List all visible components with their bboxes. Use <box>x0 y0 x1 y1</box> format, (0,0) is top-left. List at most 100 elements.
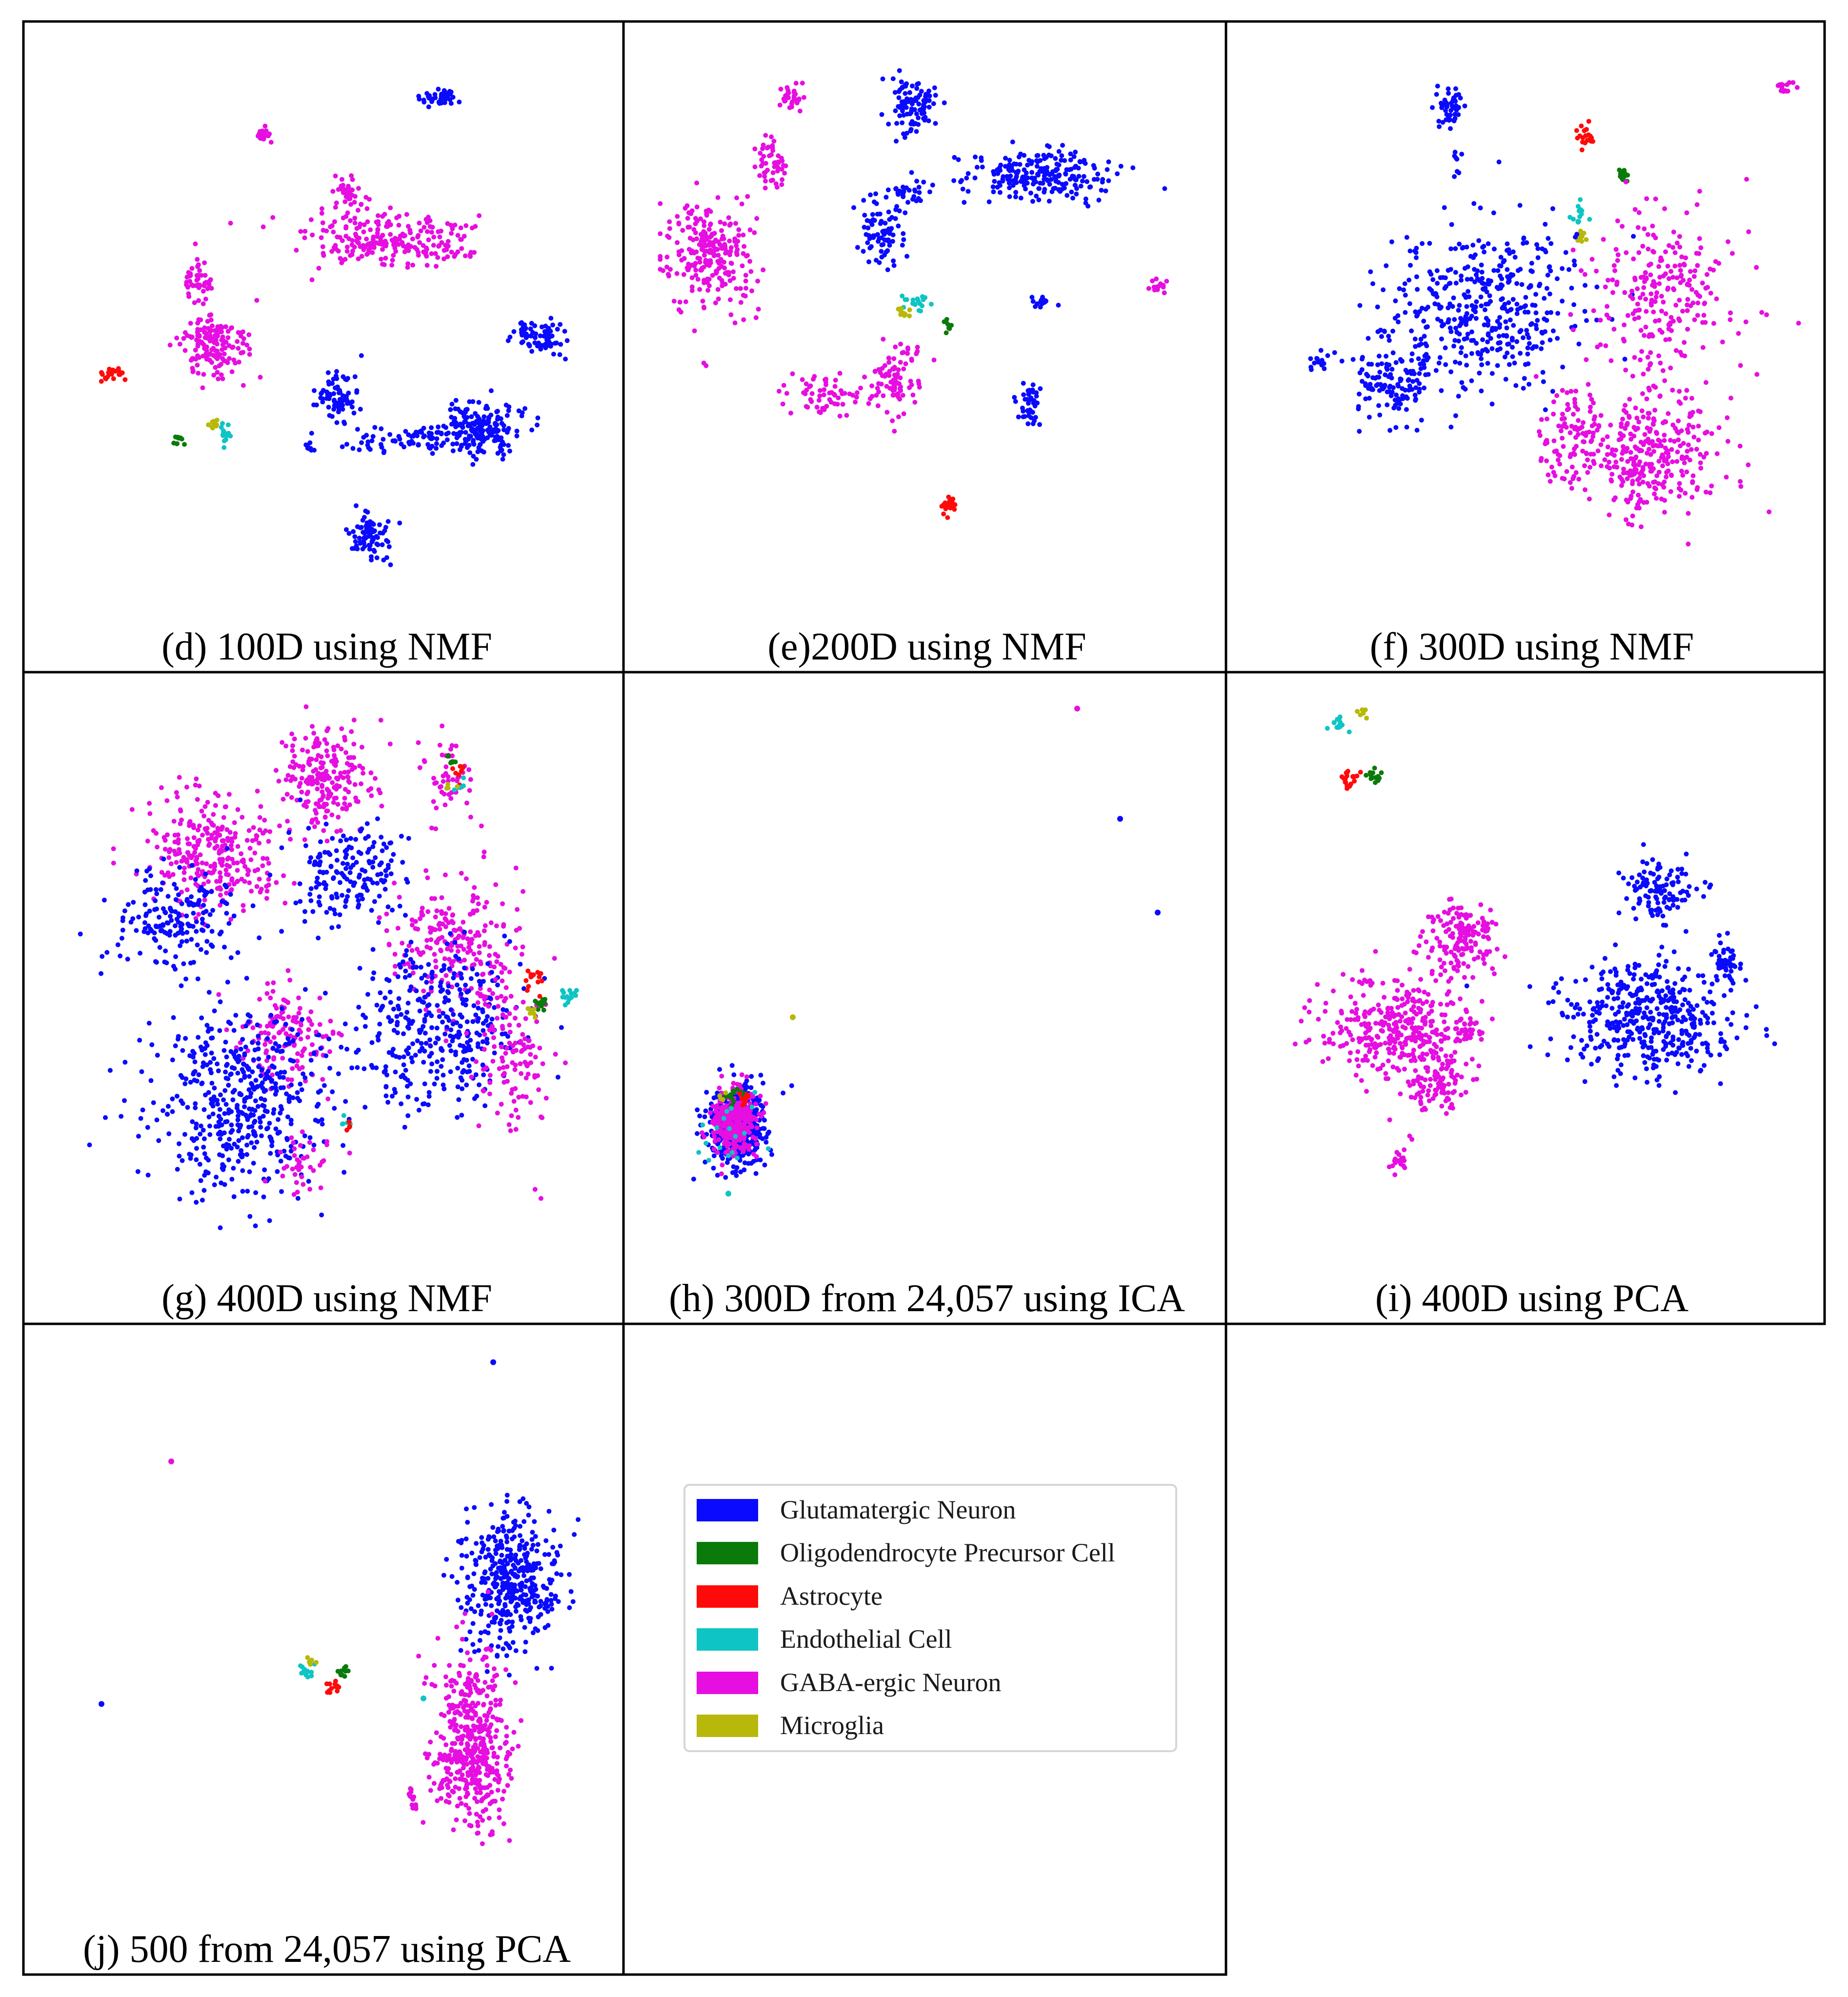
point-glut <box>1016 168 1021 174</box>
point-gaba <box>430 926 435 931</box>
point-glut <box>471 438 476 443</box>
point-gaba <box>1628 468 1633 474</box>
point-glut <box>1007 168 1012 173</box>
point-gaba <box>793 80 799 86</box>
point-gaba <box>324 228 329 234</box>
cluster-glut <box>343 503 402 567</box>
point-gaba <box>1651 383 1656 389</box>
point-gaba <box>759 157 764 162</box>
point-gaba <box>1714 451 1720 457</box>
point-gaba <box>481 854 486 859</box>
point-gaba <box>1581 420 1586 425</box>
point-gaba <box>333 205 338 210</box>
point-glut <box>365 442 370 448</box>
point-glut <box>1413 398 1418 403</box>
point-gaba <box>686 210 692 216</box>
point-gaba <box>869 383 875 389</box>
point-glut <box>228 892 233 897</box>
point-gaba <box>1649 461 1654 467</box>
point-gaba <box>300 767 305 773</box>
point-endo <box>222 431 228 436</box>
point-glut <box>464 1082 469 1088</box>
cluster-glut <box>1430 83 1467 131</box>
panel-e: (e)200D using NMF <box>658 68 1169 668</box>
point-gaba <box>264 856 270 861</box>
point-gaba <box>912 399 918 405</box>
point-glut <box>1459 380 1465 385</box>
point-glut <box>1406 278 1412 283</box>
point-glut <box>174 886 179 891</box>
point-glut <box>1560 266 1565 271</box>
point-glut <box>406 1025 411 1031</box>
point-glut <box>357 536 362 541</box>
point-glut <box>414 1097 419 1102</box>
point-glut <box>344 1046 350 1052</box>
point-glut <box>391 1006 396 1012</box>
point-glut <box>559 1025 564 1030</box>
point-gaba <box>1736 331 1741 336</box>
point-gaba <box>872 369 878 374</box>
point-glut <box>1410 369 1416 374</box>
point-gaba <box>207 329 213 334</box>
point-gaba <box>915 344 920 350</box>
point-gaba <box>886 373 892 378</box>
point-glut <box>470 429 475 434</box>
point-glut <box>1532 303 1538 308</box>
point-opc <box>448 759 454 765</box>
point-gaba <box>392 952 398 957</box>
point-glut <box>931 101 936 106</box>
point-gaba <box>404 212 409 217</box>
point-glut <box>1510 354 1515 359</box>
point-glut <box>1030 421 1036 426</box>
point-gaba <box>458 237 463 242</box>
point-glut <box>356 904 361 910</box>
point-glut <box>201 902 206 908</box>
point-gaba <box>780 177 785 182</box>
point-gaba <box>1650 249 1656 254</box>
point-gaba <box>695 277 701 282</box>
point-gaba <box>194 278 200 283</box>
point-glut <box>1085 179 1089 184</box>
point-glut <box>1016 414 1021 419</box>
point-opc <box>182 442 187 447</box>
point-gaba <box>366 788 371 793</box>
point-glut <box>381 437 386 442</box>
point-glut <box>362 882 367 887</box>
point-glut <box>1512 255 1518 260</box>
point-gaba <box>294 248 299 253</box>
point-glut <box>224 846 230 851</box>
point-gaba <box>747 259 752 264</box>
point-gaba <box>658 201 663 206</box>
point-glut <box>422 433 427 439</box>
point-gaba <box>201 813 207 819</box>
point-glut <box>308 855 313 860</box>
point-glut <box>424 979 429 985</box>
point-glut <box>872 218 877 223</box>
point-glut <box>457 987 462 992</box>
point-gaba <box>1645 232 1650 237</box>
point-astro <box>952 507 957 512</box>
point-astro <box>1579 147 1585 153</box>
point-gaba <box>1638 357 1643 362</box>
point-gaba <box>1764 312 1769 318</box>
point-glut <box>1357 429 1362 434</box>
point-gaba <box>693 273 699 278</box>
point-gaba <box>1654 431 1660 436</box>
point-glut <box>235 950 241 955</box>
point-glut <box>334 369 339 374</box>
point-gaba <box>302 235 307 240</box>
point-gaba <box>1678 350 1683 355</box>
point-glut <box>448 1027 454 1033</box>
point-glut <box>1527 381 1532 387</box>
point-glut <box>1007 194 1012 200</box>
point-gaba <box>1674 275 1680 280</box>
point-gaba <box>680 228 685 233</box>
point-glut <box>379 860 384 865</box>
point-gaba <box>376 787 382 793</box>
point-gaba <box>246 332 252 338</box>
point-gaba <box>1645 451 1650 456</box>
point-glut <box>1452 174 1457 179</box>
point-glut <box>1505 350 1510 356</box>
point-gaba <box>440 935 445 940</box>
